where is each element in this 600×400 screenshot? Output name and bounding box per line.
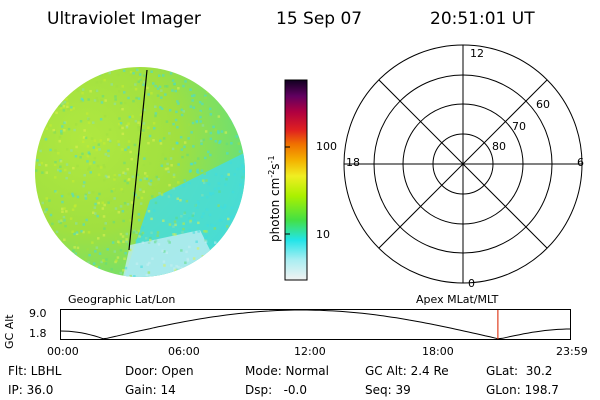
x-tick-1800: 18:00: [422, 345, 454, 358]
x-tick-0600: 06:00: [168, 345, 200, 358]
polar-ring-60: [373, 74, 553, 254]
gain-field: Gain: 14: [125, 383, 176, 397]
dayside-region: [120, 150, 245, 277]
mlat-label-80: 80: [492, 140, 506, 153]
filter-field: Flt: LBHL: [8, 364, 62, 378]
colorbar-tick-label-10: 10: [316, 228, 330, 241]
terminator-line: [128, 69, 148, 251]
mlt-label-6: 6: [577, 156, 584, 169]
instrument-title: Ultraviolet Imager: [47, 9, 201, 29]
polar-ring-50: [343, 44, 583, 284]
date-label: 15 Sep 07: [276, 9, 363, 29]
polar-diagonal-2: [378, 79, 548, 249]
dsp-field: Dsp: -0.0: [245, 383, 308, 397]
x-tick-2359: 23:59: [556, 345, 588, 358]
apex-title: Apex MLat/MLT: [416, 293, 499, 306]
glat-field: GLat: 30.2: [486, 364, 553, 378]
polar-ring-80: [432, 133, 494, 195]
altitude-tick-9: 9.0: [29, 307, 47, 320]
altitude-frame: [60, 309, 571, 340]
mlt-label-0: 0: [468, 277, 475, 290]
polar-ring-70: [402, 103, 524, 225]
altitude-plot: [60, 309, 571, 340]
colorbar: [284, 79, 308, 281]
glon-field: GLon: 198.7: [486, 383, 559, 397]
ip-field: IP: 36.0: [8, 383, 54, 397]
pixel-noise: [35, 67, 245, 277]
seq-field: Seq: 39: [365, 383, 411, 397]
polar-diagonal-1: [378, 79, 548, 249]
colorbar-fill: [284, 79, 308, 281]
mode-field: Mode: Normal: [245, 364, 329, 378]
colorbar-tick-label-100: 100: [316, 140, 337, 153]
time-label: 20:51:01 UT: [430, 9, 535, 29]
x-tick-0000: 00:00: [47, 345, 79, 358]
mlat-label-70: 70: [512, 120, 526, 133]
geographic-title: Geographic Lat/Lon: [68, 293, 176, 306]
mlt-label-18: 18: [346, 156, 360, 169]
mlat-label-60: 60: [536, 98, 550, 111]
colorbar-unit-label: photon cm-2s-1: [267, 155, 282, 242]
door-field: Door: Open: [125, 364, 194, 378]
mlt-label-12: 12: [470, 47, 484, 60]
altitude-curve: [60, 309, 571, 340]
gc-alt-field: GC Alt: 2.4 Re: [365, 364, 449, 378]
x-tick-1200: 12:00: [294, 345, 326, 358]
earth-disk: [35, 67, 245, 277]
altitude-axis-title: GC Alt: [3, 314, 16, 349]
limb-region: [120, 230, 230, 277]
altitude-tick-1-8: 1.8: [29, 327, 47, 340]
